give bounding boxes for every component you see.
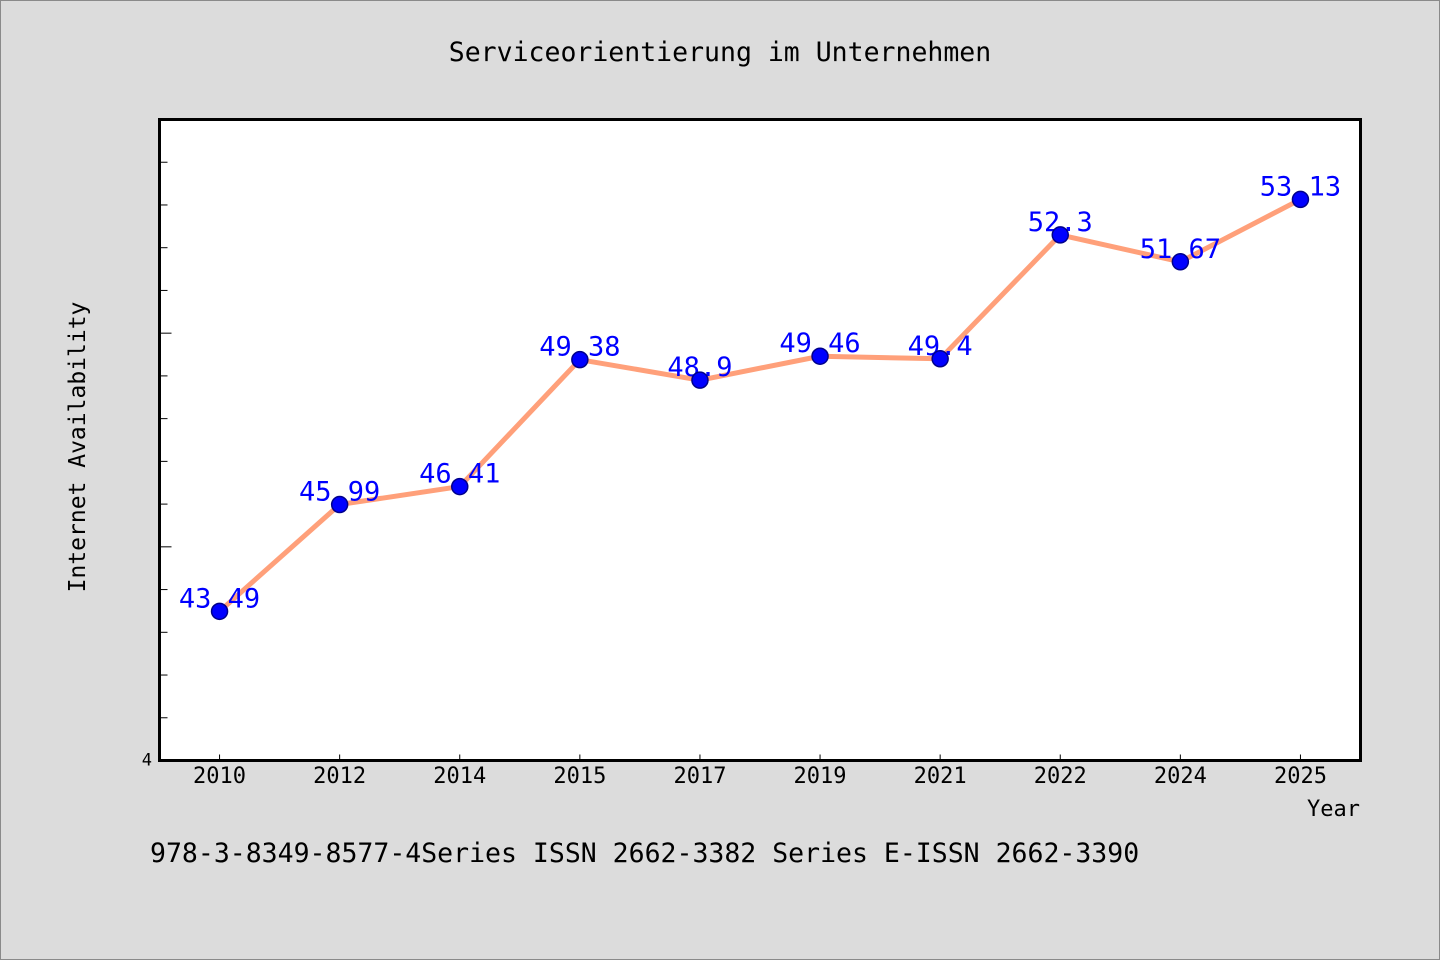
x-tick-label: 2017 xyxy=(673,764,726,789)
data-point-marker xyxy=(931,350,949,368)
x-tick-label: 2025 xyxy=(1274,764,1327,789)
chart-title: Serviceorientierung im Unternehmen xyxy=(449,37,991,68)
x-tick-label: 2015 xyxy=(553,764,606,789)
plot-area xyxy=(159,119,1361,761)
x-tick-label: 2012 xyxy=(313,764,366,789)
data-point-marker xyxy=(691,371,709,389)
x-tick-label: 2022 xyxy=(1034,764,1087,789)
data-point-marker xyxy=(1171,253,1190,271)
data-point-marker xyxy=(451,477,469,496)
footer-isbn-issn-text: 978-3-8349-8577-4Series ISSN 2662-3382 S… xyxy=(150,838,1139,869)
data-point-marker xyxy=(571,350,589,369)
data-point-marker xyxy=(1291,190,1310,209)
x-tick-label: 2019 xyxy=(794,764,847,789)
y-tick-label: 4 xyxy=(142,751,152,771)
x-tick-label: 2021 xyxy=(914,764,967,789)
x-axis-label: Year xyxy=(1307,797,1360,822)
series-line-layer xyxy=(217,196,1303,614)
y-axis-tick-labels: 4 xyxy=(142,751,152,771)
data-point-marker xyxy=(330,495,349,514)
data-point-marker xyxy=(811,347,829,365)
x-tick-label: 2024 xyxy=(1154,764,1207,789)
plot-frame xyxy=(158,118,1362,762)
y-axis-label: Internet Availability xyxy=(65,302,91,593)
marker-layer xyxy=(210,190,1310,621)
data-point-marker xyxy=(210,602,229,621)
x-axis-tick-labels: 2010 2012 2014 2015 2017 2019 2021 2022 2024 2025 xyxy=(193,764,1327,789)
x-tick-label: 2010 xyxy=(193,764,246,789)
x-tick-label: 2014 xyxy=(433,764,486,789)
data-point-marker xyxy=(1051,226,1069,244)
series-line xyxy=(217,196,1303,614)
